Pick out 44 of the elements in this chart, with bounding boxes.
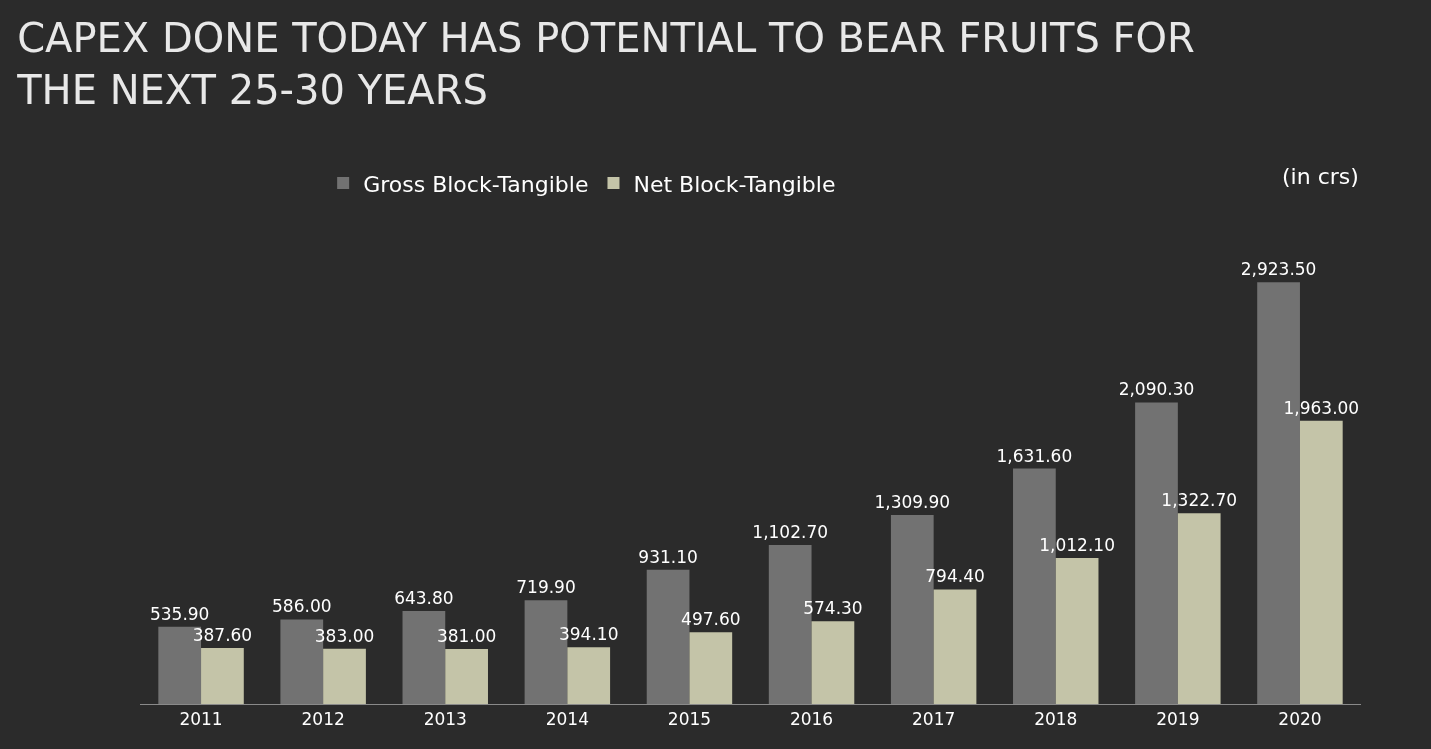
text: (in crs) (1282, 164, 1359, 189)
bar (811, 621, 855, 704)
data-label: 535.90 (149, 603, 210, 624)
x-tick-label: 2018 (1034, 709, 1078, 730)
bar (201, 648, 244, 704)
data-label: 1,322.70 (1161, 490, 1238, 511)
x-tick-label: 2017 (912, 709, 956, 730)
bar (1299, 420, 1343, 704)
data-label: 381.00 (436, 626, 497, 647)
bar (689, 632, 733, 704)
x-tick-label: 2015 (667, 709, 712, 730)
x-tick-label: 2013 (423, 709, 467, 730)
chart-title: CAPEX DONE TODAY HAS POTENTIAL TO BEAR FRUITS FOR THE NEXT 25-30 YEARS (16, 15, 1195, 114)
x-tick-label: 2014 (545, 709, 589, 730)
data-label: 394.10 (558, 624, 619, 645)
data-label: 643.80 (394, 588, 454, 609)
bar (1055, 557, 1099, 704)
x-tick-label: 2016 (789, 709, 834, 730)
legend-label: Net Block-Tangible (633, 171, 836, 197)
data-label: 574.30 (803, 598, 863, 619)
x-tick-label: 2020 (1278, 709, 1322, 730)
bar (1177, 513, 1221, 704)
data-label: 2,923.50 (1240, 259, 1317, 280)
x-tick-label: 2019 (1156, 709, 1200, 730)
bar (567, 647, 611, 704)
data-label: 497.60 (681, 609, 741, 630)
data-label: 719.90 (516, 577, 576, 598)
legend-label: Gross Block-Tangible (363, 171, 589, 197)
data-label: 794.40 (925, 566, 985, 587)
data-label: 586.00 (272, 596, 332, 617)
data-label: 387.60 (192, 625, 253, 646)
data-label: 1,102.70 (752, 521, 829, 542)
bar (323, 648, 366, 704)
bar (933, 589, 977, 704)
data-label: 1,012.10 (1039, 534, 1115, 555)
data-label: 931.10 (638, 546, 698, 567)
data-label: 2,090.30 (1118, 379, 1195, 400)
bar (445, 649, 488, 704)
data-label: 1,309.90 (874, 492, 951, 513)
data-label: 1,963.00 (1283, 397, 1360, 418)
data-label: 1,631.60 (996, 445, 1073, 466)
x-tick-label: 2011 (179, 709, 223, 730)
x-tick-label: 2012 (301, 709, 345, 730)
data-label: 383.00 (314, 625, 375, 646)
